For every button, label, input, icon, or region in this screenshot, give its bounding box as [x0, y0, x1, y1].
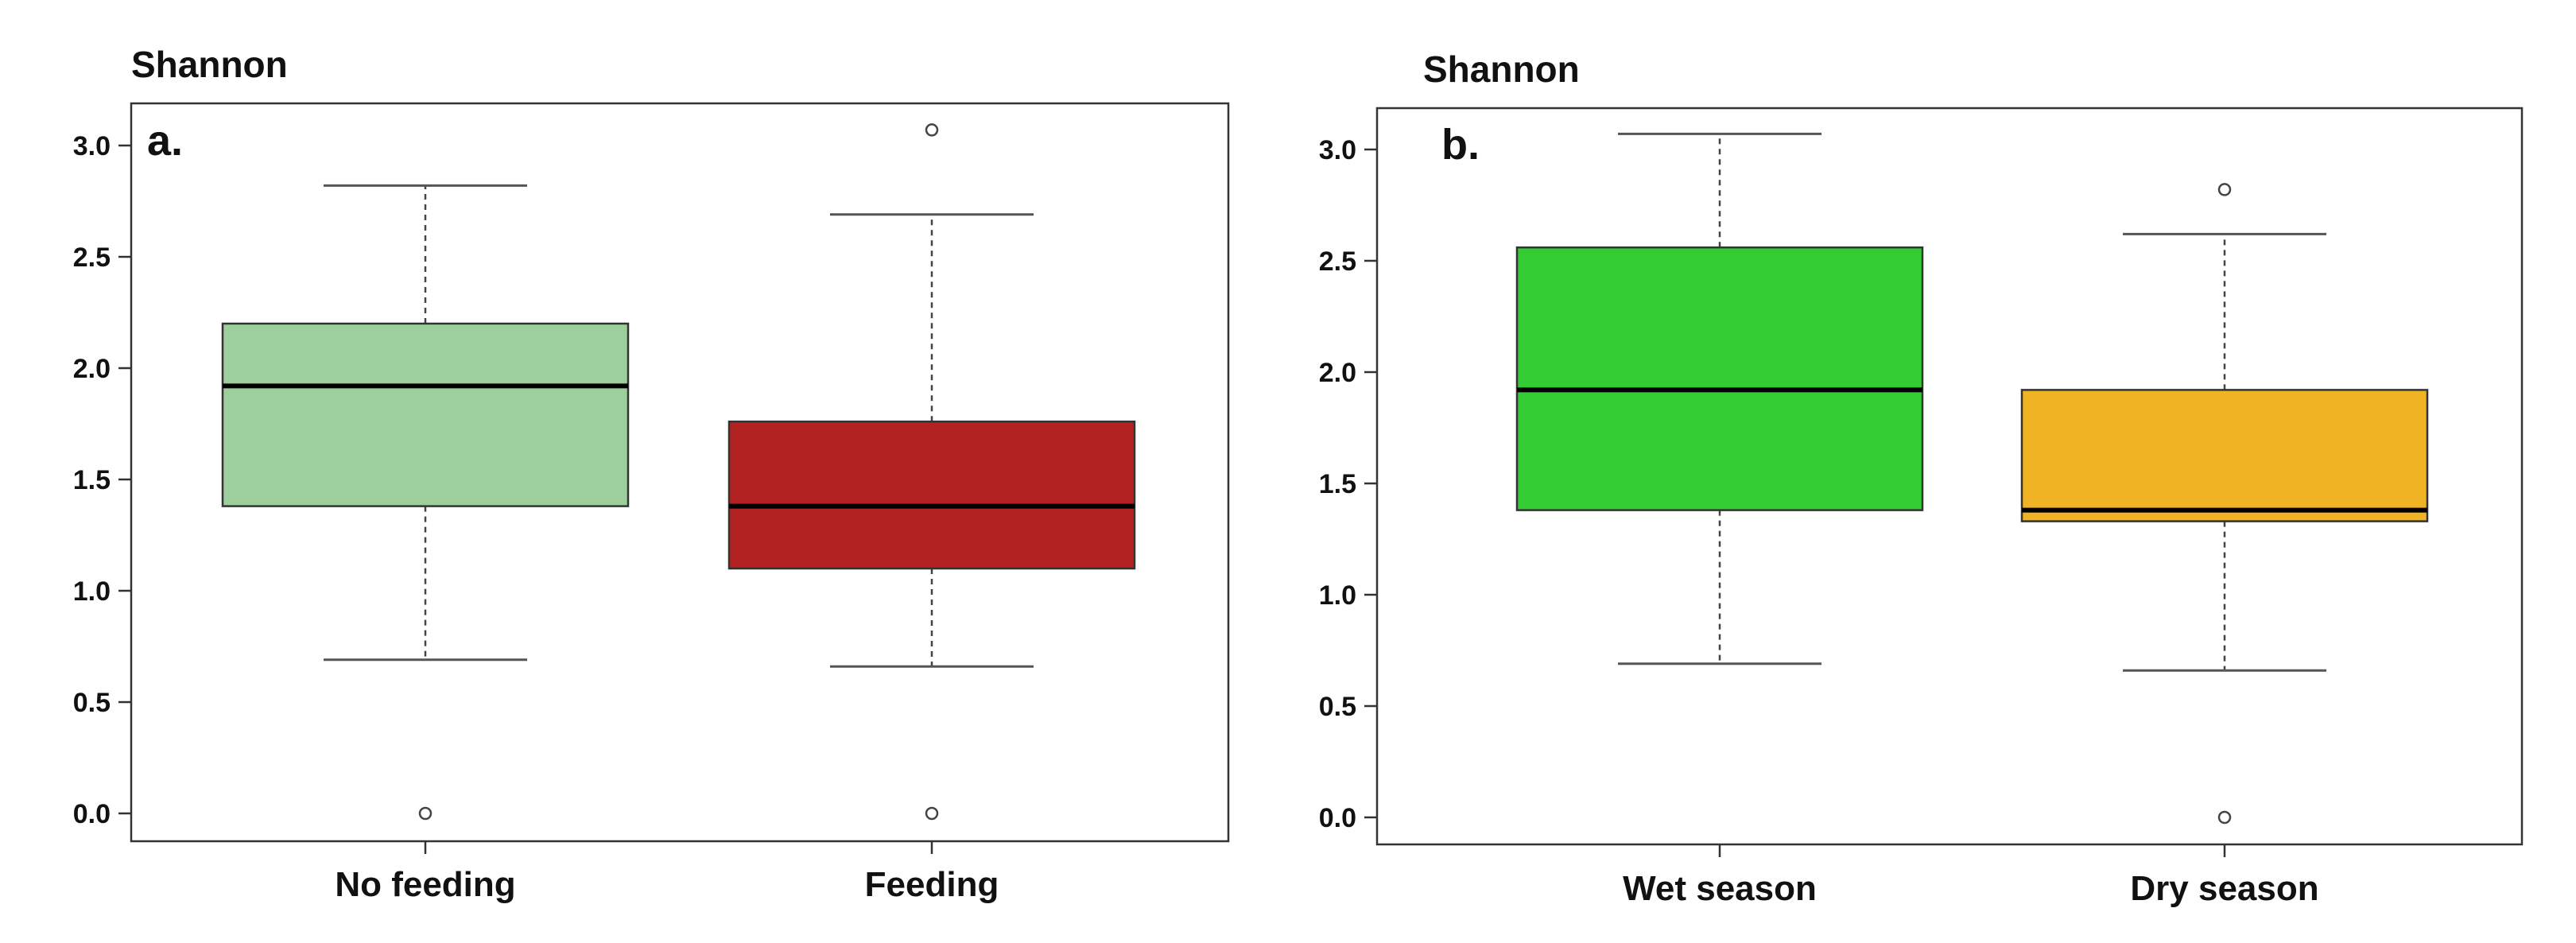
panel-a-cat-label-1: No feeding: [335, 865, 515, 904]
panel-a-box-2-outlier-2: [925, 123, 939, 137]
panel-a-ytick-label-0: 0.0: [73, 799, 111, 829]
panel-b-cat-label-2: Dry season: [2130, 869, 2318, 908]
panel-b-ytick-label-2: 1.0: [1319, 580, 1356, 611]
panel-a-plot-frame: [130, 102, 1230, 843]
panel-b-box-1: [1515, 132, 1924, 666]
panel-a-box-1-iqr: [221, 322, 630, 507]
panel-a-box-2: [727, 123, 1136, 821]
panel-a-y-axis: 0.0 0.5 1.0 1.5 2.0 2.5 3.0: [73, 131, 933, 854]
panel-b-plot-frame: [1375, 107, 2524, 846]
panel-a-ytick-label-2: 1.0: [73, 576, 111, 607]
panel-b-box-2-iqr: [2020, 389, 2429, 522]
panel-b-cat-label-1: Wet season: [1623, 869, 1817, 908]
panel-b-ytick-label-6: 3.0: [1319, 135, 1356, 165]
panel-a-boxes: [221, 123, 1136, 821]
panel-b: Shannon b. 0.0 0.5 1.0 1.5 2.0 2.5 3.0 Wet sea…: [1319, 49, 2524, 908]
panel-a-ytick-label-3: 1.5: [73, 465, 111, 495]
panel-b-box-1-iqr: [1515, 246, 1924, 511]
panel-a-box-2-outlier-1: [925, 806, 939, 821]
panel-a-ytick-label-4: 2.0: [73, 354, 111, 384]
panel-b-ylabel: Shannon: [1423, 49, 1580, 90]
panel-b-box-2: [2020, 183, 2429, 825]
panel-a-ylabel: Shannon: [131, 44, 288, 85]
panel-b-ytick-label-5: 2.5: [1319, 246, 1356, 277]
panel-a-label: a.: [147, 117, 183, 165]
panel-a-box-1: [221, 184, 630, 821]
panel-b-y-axis: 0.0 0.5 1.0 1.5 2.0 2.5 3.0: [1319, 135, 2226, 857]
panel-a-box-1-outlier-1: [418, 806, 433, 821]
panel-b-ytick-label-3: 1.5: [1319, 469, 1356, 499]
panel-a: Shannon a. 0.0 0.5 1.0 1.5 2.0 2.5 3.0 No feed…: [73, 44, 1230, 904]
panel-b-box-2-outlier-1: [2217, 810, 2232, 825]
panel-b-boxes: [1515, 132, 2429, 825]
panel-b-box-2-outlier-2: [2217, 183, 2232, 196]
panel-a-cat-label-2: Feeding: [865, 865, 999, 904]
panel-b-ytick-label-1: 0.5: [1319, 692, 1356, 722]
panel-a-ytick-label-6: 3.0: [73, 131, 111, 161]
panel-a-ytick-label-1: 0.5: [73, 688, 111, 718]
panel-b-ytick-label-0: 0.0: [1319, 803, 1356, 833]
panel-b-label: b.: [1441, 121, 1480, 169]
panel-a-box-2-iqr: [727, 420, 1136, 570]
panel-a-ytick-label-5: 2.5: [73, 243, 111, 273]
panel-b-ytick-label-4: 2.0: [1319, 358, 1356, 388]
